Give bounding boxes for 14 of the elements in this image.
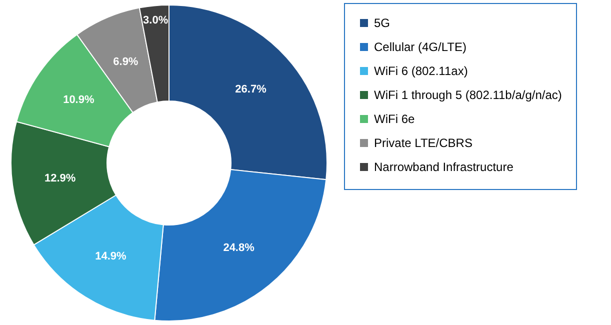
data-label: 6.9% xyxy=(113,56,138,68)
legend-label: 5G xyxy=(374,16,390,30)
legend-label: WiFi 1 through 5 (802.11b/a/g/n/ac) xyxy=(374,88,562,102)
data-label: 10.9% xyxy=(63,94,94,106)
data-label: 26.7% xyxy=(235,83,267,96)
data-label: 24.8% xyxy=(223,242,255,254)
data-label: 12.9% xyxy=(44,172,76,184)
data-label: 14.9% xyxy=(95,250,127,262)
data-label: 3.0% xyxy=(143,14,168,27)
legend-label: WiFi 6 (802.11ax) xyxy=(374,64,468,78)
legend-label: Private LTE/CBRS xyxy=(374,136,472,150)
legend-label: WiFi 6e xyxy=(374,112,415,126)
legend-label: Narrowband Infrastructure xyxy=(374,160,514,174)
legend-label: Cellular (4G/LTE) xyxy=(374,40,466,54)
